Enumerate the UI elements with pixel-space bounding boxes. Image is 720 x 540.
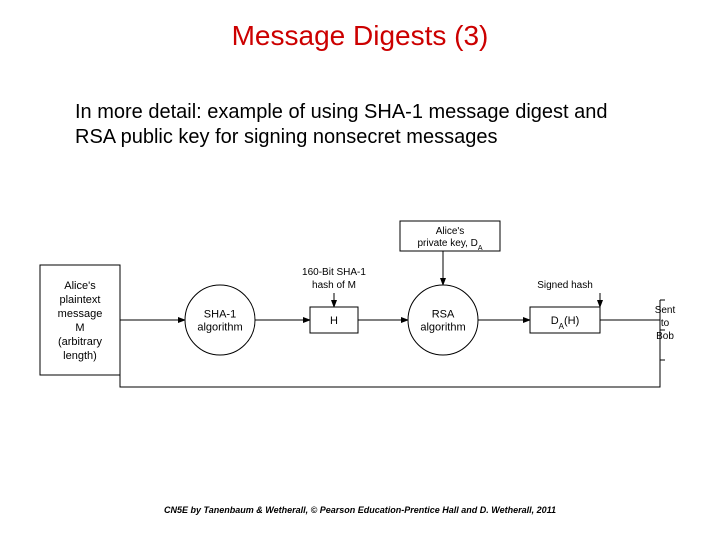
svg-text:M: M [75,322,84,334]
svg-text:Alice's: Alice's [436,226,465,237]
flowchart-diagram: Alice's plaintext message M (arbitrary length… [35,215,695,405]
svg-text:plaintext: plaintext [60,294,101,306]
svg-text:SHA-1: SHA-1 [204,309,236,321]
page-title: Message Digests (3) [0,20,720,52]
page-subtitle: In more detail: example of using SHA-1 m… [75,100,645,150]
svg-text:length): length) [63,350,97,362]
svg-text:(arbitrary: (arbitrary [58,336,103,348]
svg-text:to: to [661,318,670,329]
svg-text:Sent: Sent [655,305,676,316]
svg-text:Bob: Bob [656,331,674,342]
svg-text:message: message [58,308,103,320]
flowchart-svg: Alice's plaintext message M (arbitrary length… [35,215,695,405]
svg-text:160-Bit SHA-1: 160-Bit SHA-1 [302,267,366,278]
svg-text:algorithm: algorithm [197,322,242,334]
svg-text:H: H [330,315,338,327]
svg-text:hash of M: hash of M [312,280,356,291]
footer-citation: CN5E by Tanenbaum & Wetherall, © Pearson… [0,505,720,515]
svg-text:RSA: RSA [432,309,455,321]
svg-text:algorithm: algorithm [420,322,465,334]
svg-text:Alice's: Alice's [64,280,96,292]
svg-text:Signed hash: Signed hash [537,280,593,291]
